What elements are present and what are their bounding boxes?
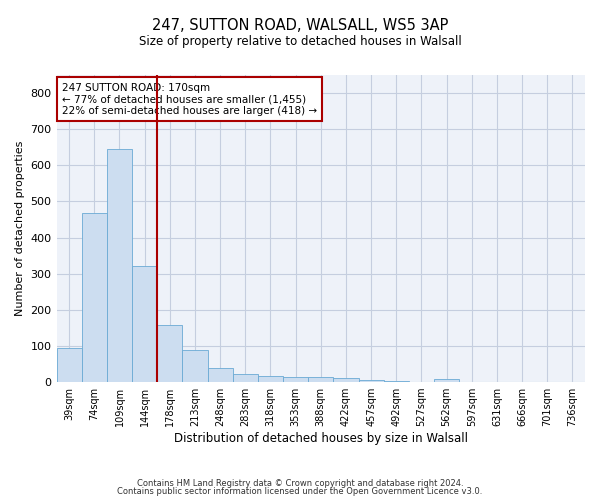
Bar [182, 350, 208, 382]
Text: 247, SUTTON ROAD, WALSALL, WS5 3AP: 247, SUTTON ROAD, WALSALL, WS5 3AP [152, 18, 448, 32]
Bar [56, 348, 82, 382]
Bar [107, 149, 132, 382]
Bar [258, 376, 283, 382]
Bar [157, 326, 182, 382]
Bar [233, 374, 258, 382]
Bar [434, 379, 459, 382]
Text: Contains HM Land Registry data © Crown copyright and database right 2024.: Contains HM Land Registry data © Crown c… [137, 478, 463, 488]
Bar [308, 377, 334, 382]
Bar [359, 380, 383, 382]
Bar [208, 368, 233, 382]
Bar [283, 377, 308, 382]
Bar [82, 213, 107, 382]
Text: Size of property relative to detached houses in Walsall: Size of property relative to detached ho… [139, 35, 461, 48]
Text: 247 SUTTON ROAD: 170sqm
← 77% of detached houses are smaller (1,455)
22% of semi: 247 SUTTON ROAD: 170sqm ← 77% of detache… [62, 82, 317, 116]
X-axis label: Distribution of detached houses by size in Walsall: Distribution of detached houses by size … [174, 432, 468, 445]
Bar [132, 266, 157, 382]
Bar [383, 380, 409, 382]
Y-axis label: Number of detached properties: Number of detached properties [15, 141, 25, 316]
Text: Contains public sector information licensed under the Open Government Licence v3: Contains public sector information licen… [118, 487, 482, 496]
Bar [334, 378, 359, 382]
